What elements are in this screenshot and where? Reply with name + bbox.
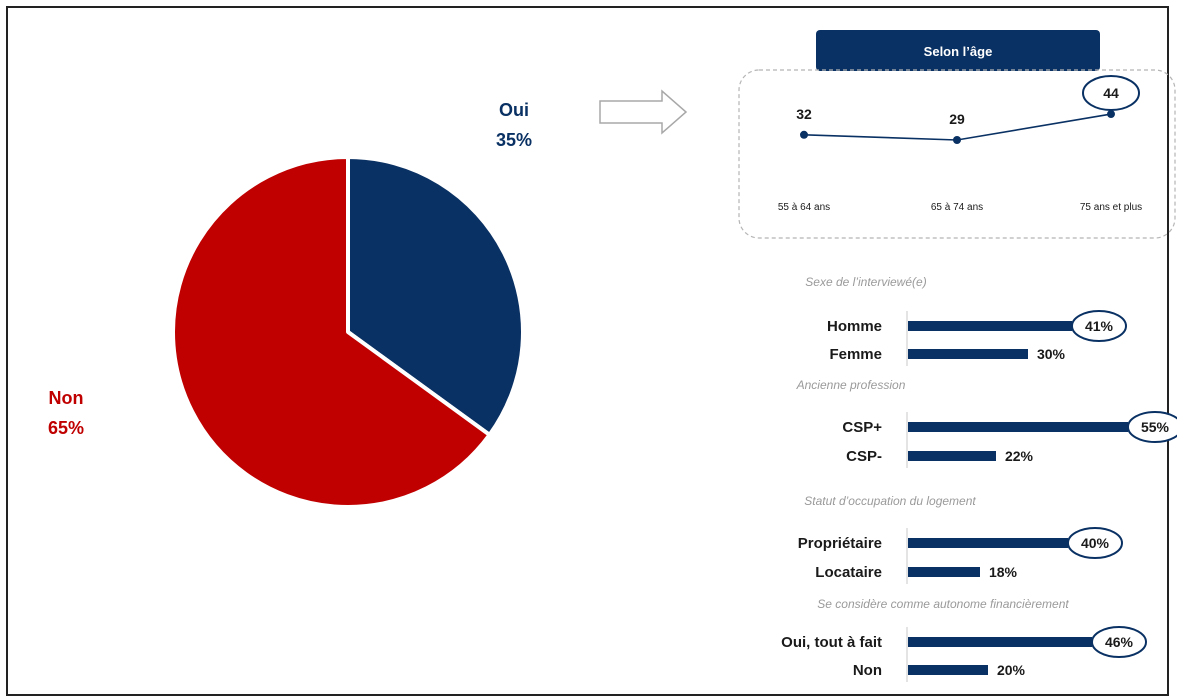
bar <box>908 422 1128 432</box>
age-point <box>953 136 961 144</box>
bar <box>908 451 996 461</box>
bar-value-label: 55% <box>1141 419 1170 435</box>
bar-category-label: Homme <box>827 318 882 335</box>
arrow-right-icon <box>600 91 686 133</box>
bar <box>908 538 1068 548</box>
age-value-label: 29 <box>949 111 965 127</box>
age-line-chart: 32 55 à 64 ans 29 65 à 74 ans 44 75 ans et pl… <box>778 76 1142 213</box>
pie-label-oui: Oui <box>499 100 529 120</box>
bar-group-title: Sexe de l’interviewé(e) <box>805 275 926 289</box>
bar <box>908 665 988 675</box>
bar-value-label: 40% <box>1081 535 1110 551</box>
bar-group-title: Se considère comme autonome financièreme… <box>817 597 1069 611</box>
bar-category-label: Oui, tout à fait <box>781 634 882 651</box>
age-point <box>1107 110 1115 118</box>
bar-category-label: Locataire <box>815 564 882 581</box>
bar-value-label: 18% <box>989 564 1018 580</box>
bar-group-title: Statut d’occupation du logement <box>804 494 976 508</box>
age-value-label: 44 <box>1103 85 1119 101</box>
bar-category-label: Non <box>853 662 882 679</box>
profile-bar-chart: Sexe de l’interviewé(e) Homme 41% Femme 30% A… <box>781 275 1177 682</box>
bar-category-label: Femme <box>829 346 882 363</box>
age-title: Selon l’âge <box>924 44 993 59</box>
bar <box>908 567 980 577</box>
age-value-label: 32 <box>796 106 812 122</box>
age-category-label: 75 ans et plus <box>1080 202 1142 213</box>
bar-group-title: Ancienne profession <box>796 378 906 392</box>
bar-value-label: 46% <box>1105 634 1134 650</box>
age-point <box>800 131 808 139</box>
pie-value-oui: 35% <box>496 130 532 150</box>
bar-value-label: 22% <box>1005 448 1034 464</box>
age-category-label: 65 à 74 ans <box>931 202 983 213</box>
bar <box>908 349 1028 359</box>
bar-value-label: 30% <box>1037 346 1066 362</box>
age-category-label: 55 à 64 ans <box>778 202 830 213</box>
bar-category-label: Propriétaire <box>798 535 882 552</box>
pie-value-non: 65% <box>48 418 84 438</box>
bar-category-label: CSP- <box>846 448 882 465</box>
pie-label-non: Non <box>49 388 84 408</box>
pie-chart <box>173 157 523 507</box>
bar-value-label: 20% <box>997 662 1026 678</box>
bar-category-label: CSP+ <box>842 419 882 436</box>
bar-value-label: 41% <box>1085 318 1114 334</box>
bar <box>908 637 1092 647</box>
bar <box>908 321 1072 331</box>
